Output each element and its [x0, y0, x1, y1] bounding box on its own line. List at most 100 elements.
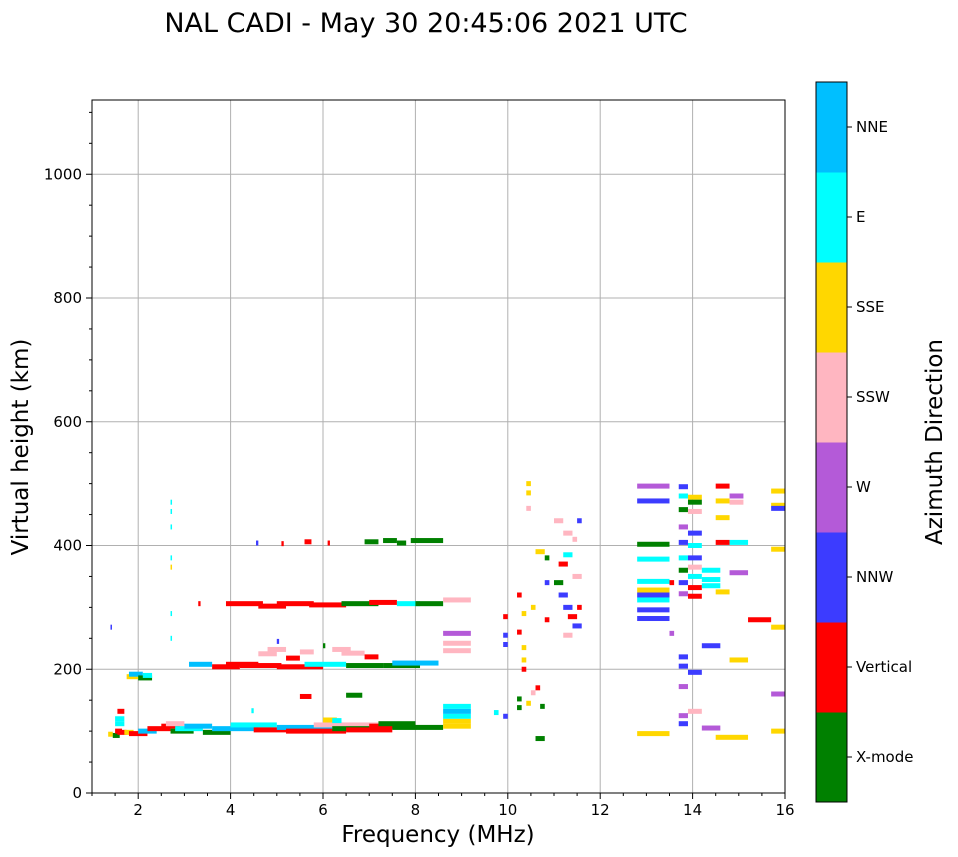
echo-mark-sse	[729, 657, 749, 663]
echo-mark-w	[678, 591, 688, 597]
echo-mark-nnw	[678, 539, 688, 545]
echo-mark-ssw	[572, 573, 582, 579]
echo-mark-x-mode	[540, 703, 545, 709]
echo-mark-vertical	[147, 726, 171, 732]
y-tick-label: 0	[72, 784, 82, 802]
echo-mark-nne	[443, 708, 471, 714]
echo-mark-x-mode	[383, 538, 397, 544]
echo-mark-vertical	[364, 654, 379, 660]
echo-mark-vertical	[198, 601, 201, 607]
echo-mark-nnw	[637, 498, 670, 504]
y-axis-label: Virtual height (km)	[8, 339, 34, 556]
echo-mark-e	[170, 555, 173, 561]
echo-mark-nne	[276, 724, 333, 730]
echo-mark-nnw	[558, 592, 568, 598]
echo-mark-vertical	[567, 614, 578, 620]
echo-mark-x-mode	[678, 567, 688, 573]
echo-mark-sse	[715, 589, 730, 595]
y-axis: 0 200 400 600 800 1000	[44, 111, 92, 802]
echo-mark-w	[678, 524, 688, 530]
echo-mark-ssw	[443, 640, 471, 646]
echo-mark-vertical	[239, 663, 282, 669]
echo-mark-e	[729, 539, 749, 545]
echo-mark-vertical	[346, 727, 393, 733]
echo-mark-e	[443, 713, 471, 719]
x-axis-label: Frequency (MHz)	[341, 822, 534, 848]
echo-mark-x-mode	[415, 601, 444, 607]
echo-mark-nnw	[503, 632, 508, 638]
echo-mark-x-mode	[392, 724, 444, 730]
echo-mark-nnw	[701, 643, 721, 649]
echo-mark-e	[687, 573, 702, 579]
echo-mark-e	[563, 552, 573, 558]
echo-mark-x-mode	[517, 705, 522, 711]
echo-mark-vertical	[748, 617, 772, 623]
echo-mark-ssw	[687, 508, 702, 514]
plot-background	[92, 100, 785, 793]
echo-mark-sse	[323, 717, 337, 723]
x-tick-label: 8	[411, 801, 421, 819]
echo-mark-x-mode	[396, 540, 407, 546]
echo-mark-ssw	[258, 651, 277, 657]
echo-mark-e	[687, 543, 702, 548]
echo-mark-vertical	[521, 666, 527, 672]
echo-mark-vertical	[535, 685, 541, 691]
echo-mark-sse	[535, 549, 545, 555]
echo-mark-ssw	[563, 530, 573, 536]
colorbar-tick-label: SSW	[856, 388, 890, 406]
echo-mark-ssw	[341, 650, 365, 656]
x-axis: 2 4 6 8 10 12 14 16	[91, 793, 795, 819]
echo-mark-sse	[771, 728, 785, 734]
echo-mark-nnw	[771, 505, 785, 511]
echo-mark-vertical	[327, 540, 330, 546]
echo-mark-ssw	[729, 499, 744, 505]
x-tick-label: 2	[133, 801, 143, 819]
x-tick-label: 10	[498, 801, 517, 819]
echo-mark-nnw	[678, 484, 688, 490]
echo-mark-w	[729, 570, 749, 576]
echo-mark-vertical	[304, 539, 312, 545]
echo-mark-nnw	[678, 580, 688, 586]
echo-mark-e	[304, 661, 347, 667]
echo-mark-x-mode	[554, 580, 564, 586]
echo-mark-x-mode	[378, 721, 416, 727]
y-tick-label: 800	[53, 289, 82, 307]
colorbar-segment-vertical	[816, 622, 847, 713]
echo-mark-e	[701, 567, 721, 573]
colorbar-tick-label: Vertical	[856, 658, 912, 676]
echo-mark-nne	[212, 726, 259, 732]
echo-mark-e	[230, 722, 277, 728]
echo-mark-vertical	[286, 728, 347, 734]
echo-mark-w	[701, 725, 721, 731]
echo-mark-nne	[128, 671, 143, 677]
echo-mark-vertical	[558, 561, 568, 567]
colorbar-segment-w	[816, 442, 847, 533]
echo-mark-nnw	[678, 654, 688, 660]
echo-mark-nnw	[577, 518, 582, 524]
echo-mark-x-mode	[341, 601, 379, 607]
echo-mark-vertical	[286, 655, 300, 661]
echo-mark-x-mode	[535, 736, 545, 742]
echo-mark-sse	[108, 731, 113, 737]
colorbar-segment-sse	[816, 262, 847, 353]
echo-mark-vertical	[117, 729, 127, 735]
echo-mark-sse	[521, 657, 527, 663]
echo-mark-x-mode	[410, 538, 444, 544]
echo-mark-ssw	[526, 505, 531, 511]
echo-mark-nnw	[503, 642, 508, 647]
echo-mark-x-mode	[544, 555, 550, 561]
echo-mark-sse	[637, 731, 670, 737]
echo-mark-nne	[189, 661, 213, 667]
echo-mark-e	[637, 578, 670, 584]
echo-mark-vertical	[517, 592, 522, 598]
echo-mark-e	[678, 493, 688, 499]
colorbar-segment-x-mode	[816, 712, 847, 803]
chart-title: NAL CADI - May 30 20:45:06 2021 UTC	[164, 8, 687, 39]
echo-mark-vertical	[309, 602, 347, 608]
echo-mark-ssw	[554, 518, 564, 524]
echo-mark-x-mode	[346, 663, 384, 669]
echo-mark-nnw	[563, 604, 573, 610]
echo-mark-vertical	[369, 599, 397, 605]
echo-mark-sse	[170, 564, 173, 570]
colorbar-segment-nne	[816, 82, 847, 173]
